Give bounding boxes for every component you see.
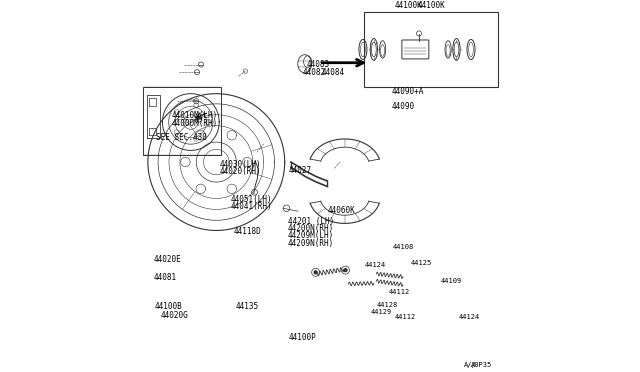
Text: SEE SEC.430: SEE SEC.430 [156,133,206,142]
Text: 44082: 44082 [303,68,326,77]
Text: 44000M(RH): 44000M(RH) [172,119,218,128]
Text: 44124: 44124 [364,262,386,268]
Text: 44112: 44112 [395,314,416,320]
Text: 44083: 44083 [306,60,330,70]
Text: 44084: 44084 [322,68,345,77]
Bar [143,87,221,155]
Text: 44109: 44109 [441,278,462,284]
Text: 44051(LH): 44051(LH) [231,195,273,204]
Text: A//: A// [464,362,476,368]
Circle shape [314,271,317,274]
Text: 44027: 44027 [289,166,312,175]
Text: 44129: 44129 [370,310,392,315]
Text: 44112: 44112 [388,289,410,295]
Text: 44030(LH): 44030(LH) [220,160,262,169]
Circle shape [344,269,347,272]
Bar [364,12,499,87]
Text: 44020E: 44020E [154,255,181,264]
Text: 44124: 44124 [459,314,480,320]
Text: 44041(RH): 44041(RH) [231,202,273,211]
Text: 44020G: 44020G [161,311,189,321]
Text: 44125: 44125 [410,260,431,266]
Text: 44090+A: 44090+A [392,87,424,96]
Text: 44128: 44128 [376,302,397,308]
Text: 44135: 44135 [236,302,259,311]
Text: 44081: 44081 [154,273,177,282]
Text: 44100B: 44100B [154,302,182,311]
Text: 44209N(RH): 44209N(RH) [288,239,334,248]
Text: 44209M(LH): 44209M(LH) [288,231,334,240]
Text: 44100K: 44100K [417,1,445,10]
Text: A0P35: A0P35 [470,362,492,368]
Text: 44010M(LH): 44010M(LH) [172,111,218,121]
Text: 44090: 44090 [392,102,415,111]
Text: 44201 (LH): 44201 (LH) [288,217,334,226]
Text: 44100P: 44100P [289,333,317,342]
Text: 44108: 44108 [393,244,414,250]
Text: 44060K: 44060K [328,206,356,215]
Text: 44100K: 44100K [394,1,422,10]
Text: 44020(RH): 44020(RH) [220,167,262,176]
Text: 44118D: 44118D [234,227,261,236]
Text: 44200N(RH): 44200N(RH) [288,224,334,233]
